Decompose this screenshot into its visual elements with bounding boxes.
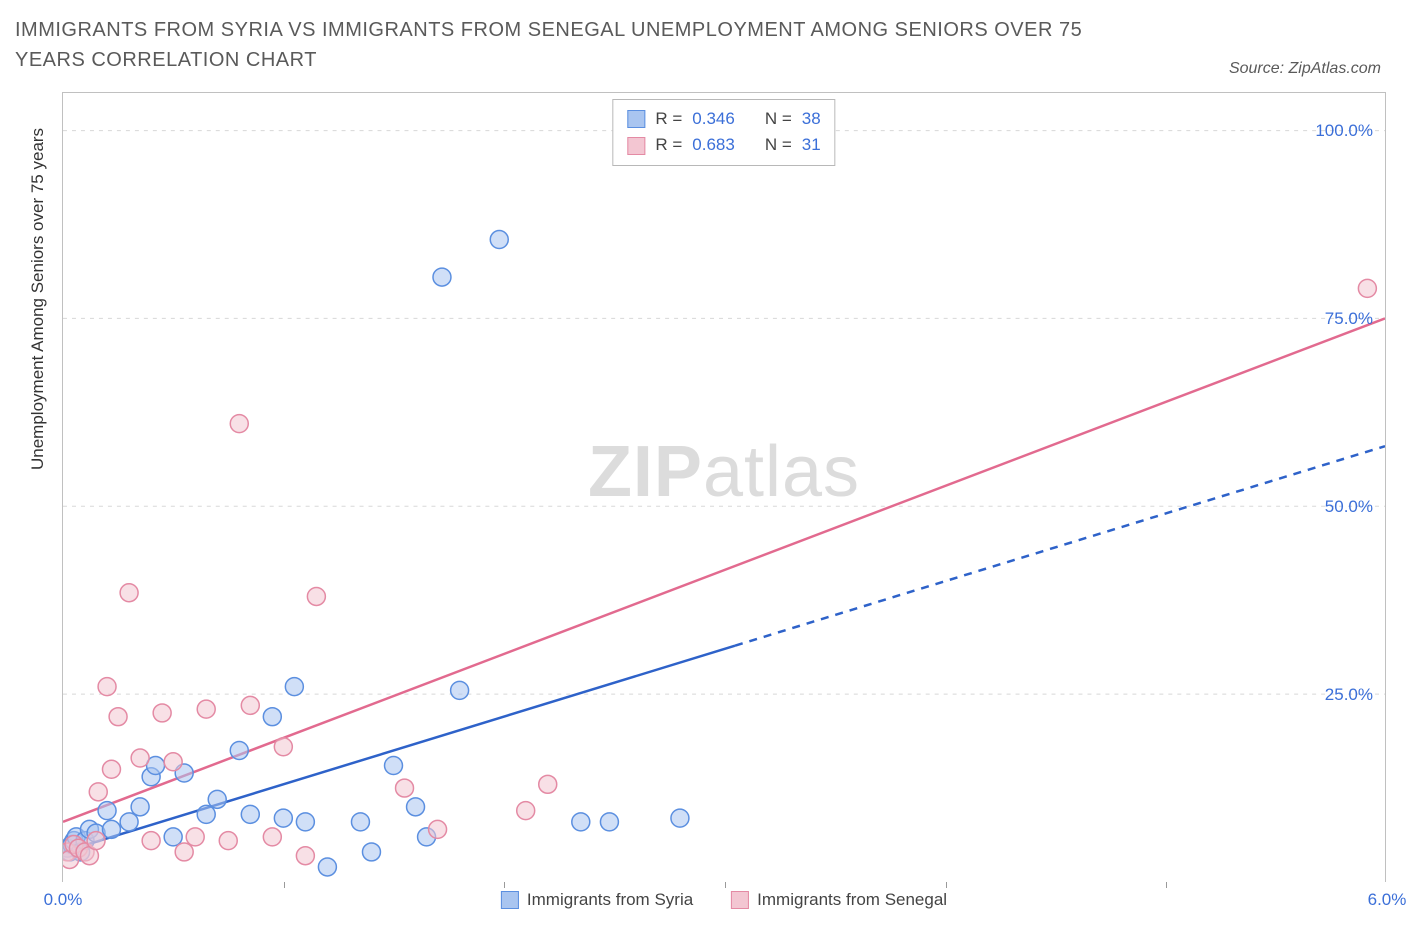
y-axis-label: Unemployment Among Seniors over 75 years — [28, 128, 48, 470]
legend-label-syria: Immigrants from Syria — [527, 890, 693, 910]
correlation-legend: R = 0.346 N = 38 R = 0.683 N = 31 — [612, 99, 835, 166]
y-tick-label: 100.0% — [1315, 121, 1373, 141]
y-tick-label: 50.0% — [1325, 497, 1373, 517]
swatch-senegal — [627, 137, 645, 155]
n-label: N = — [765, 106, 792, 132]
x-minor-tick — [946, 882, 947, 888]
y-tick-label: 75.0% — [1325, 309, 1373, 329]
swatch-syria — [627, 110, 645, 128]
x-minor-tick — [725, 882, 726, 888]
n-label: N = — [765, 132, 792, 158]
x-minor-tick — [504, 882, 505, 888]
legend-item-senegal: Immigrants from Senegal — [731, 890, 947, 910]
r-label: R = — [655, 106, 682, 132]
legend-item-syria: Immigrants from Syria — [501, 890, 693, 910]
series-legend: Immigrants from Syria Immigrants from Se… — [501, 890, 947, 910]
chart-area: ZIPatlas R = 0.346 N = 38 R = 0.683 N = … — [62, 92, 1386, 882]
swatch-syria — [501, 891, 519, 909]
source-attribution: Source: ZipAtlas.com — [1229, 60, 1381, 78]
legend-row-syria: R = 0.346 N = 38 — [627, 106, 820, 132]
r-value-syria: 0.346 — [692, 106, 735, 132]
r-label: R = — [655, 132, 682, 158]
x-tick-label: 6.0% — [1368, 890, 1406, 910]
scatter-plot — [63, 93, 1385, 882]
swatch-senegal — [731, 891, 749, 909]
legend-row-senegal: R = 0.683 N = 31 — [627, 132, 820, 158]
x-tick-label: 0.0% — [44, 890, 83, 910]
x-minor-tick — [284, 882, 285, 888]
legend-label-senegal: Immigrants from Senegal — [757, 890, 947, 910]
n-value-syria: 38 — [802, 106, 821, 132]
y-tick-label: 25.0% — [1325, 685, 1373, 705]
n-value-senegal: 31 — [802, 132, 821, 158]
r-value-senegal: 0.683 — [692, 132, 735, 158]
chart-title: IMMIGRANTS FROM SYRIA VS IMMIGRANTS FROM… — [15, 15, 1115, 75]
x-minor-tick — [1166, 882, 1167, 888]
